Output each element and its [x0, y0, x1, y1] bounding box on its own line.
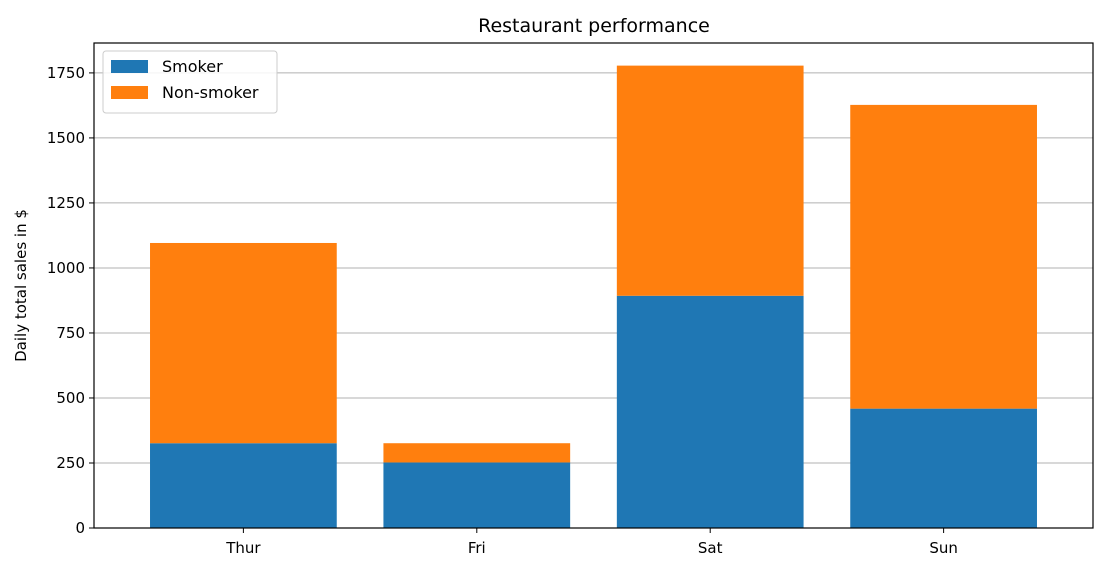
y-tick-label: 1500 [47, 129, 85, 147]
y-tick-label: 1000 [47, 259, 85, 277]
plot-frame [93, 42, 1094, 529]
legend-label: Smoker [162, 57, 223, 76]
y-tick-label: 0 [75, 519, 85, 537]
y-tick-label: 500 [56, 389, 85, 407]
bar-smoker-sun [850, 408, 1037, 528]
y-tick-label: 1750 [47, 64, 85, 82]
bar-smoker-fri [383, 462, 571, 528]
legend: Smoker Non-smoker [102, 50, 278, 114]
legend-swatch [111, 60, 148, 73]
bar-smoker-thur [150, 443, 337, 528]
bars [150, 65, 1037, 528]
bar-non-smoker-fri [383, 443, 571, 463]
y-tick-label: 250 [56, 454, 85, 472]
legend-label: Non-smoker [162, 83, 259, 102]
bar-non-smoker-sun [850, 104, 1037, 409]
bar-smoker-sat [616, 295, 804, 528]
y-axis-label: Daily total sales in $ [12, 209, 30, 362]
x-tick-label: Fri [468, 539, 486, 557]
bar-non-smoker-thur [150, 242, 337, 444]
x-tick-label: Sat [698, 539, 723, 557]
legend-swatch [111, 86, 148, 99]
chart-title: Restaurant performance [478, 15, 710, 37]
x-tick-label: Sun [929, 539, 958, 557]
y-tick-label: 1250 [47, 194, 85, 212]
bar-non-smoker-sat [616, 65, 804, 296]
y-axis-ticks: 0 250 500 750 1000 1250 1500 1750 [47, 64, 94, 537]
x-axis-ticks: Thur Fri Sat Sun [225, 528, 958, 557]
x-tick-label: Thur [225, 539, 261, 557]
y-tick-label: 750 [56, 324, 85, 342]
